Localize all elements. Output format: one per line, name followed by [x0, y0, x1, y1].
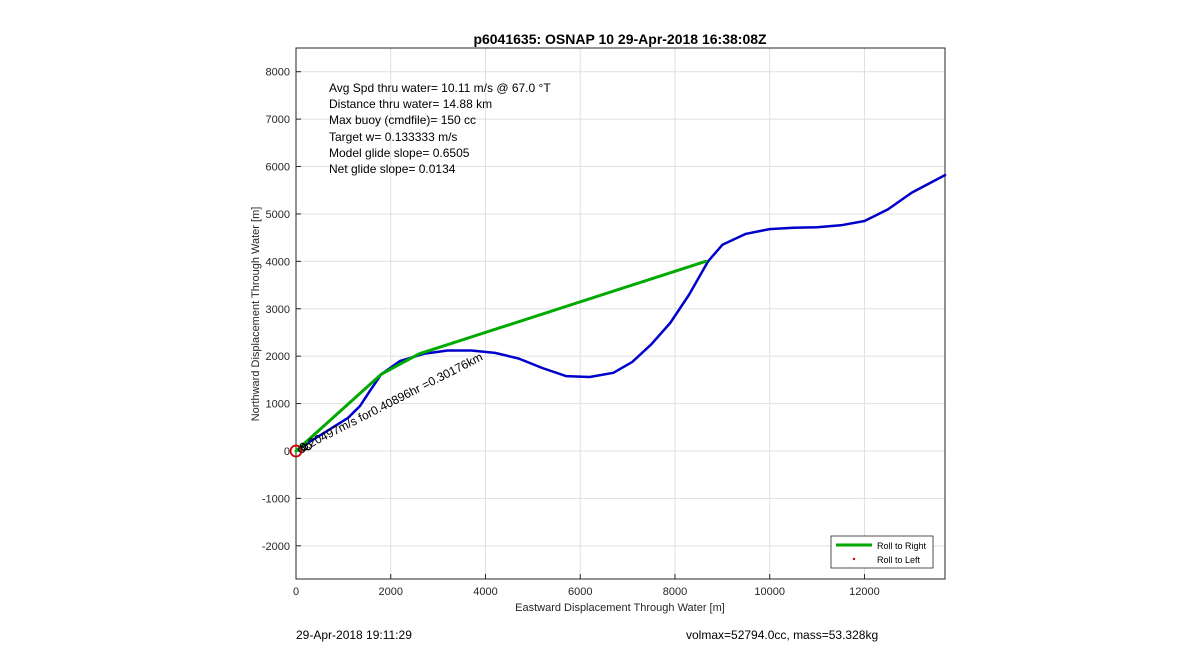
footer-summary: volmax=52794.0cc, mass=53.328kg [686, 628, 879, 642]
y-tick-label: 6000 [266, 162, 290, 174]
track-line [294, 173, 947, 453]
footer-timestamp: 29-Apr-2018 19:11:29 [296, 628, 412, 642]
legend-label: Roll to Left [877, 555, 921, 565]
y-tick-label: 2000 [266, 351, 290, 363]
start-marker [289, 444, 303, 458]
x-tick-label: 12000 [849, 586, 880, 598]
legend-marker-roll-left [852, 557, 856, 561]
dive-marker [300, 443, 309, 451]
x-axis-label: Eastward Displacement Through Water [m] [515, 602, 725, 614]
legend-label: Roll to Right [877, 541, 927, 551]
y-tick-label: 4000 [266, 256, 290, 268]
legend-box [830, 535, 934, 569]
y-axis-label: Northward Displacement Through Water [m] [250, 207, 262, 422]
chart-title: p6041635: OSNAP 10 29-Apr-2018 16:38:08Z [473, 31, 767, 47]
y-tick-label: -1000 [262, 493, 290, 505]
x-tick-label: 0 [293, 586, 299, 598]
stat-line: Avg Spd thru water= 10.11 m/s @ 67.0 °T [329, 81, 551, 95]
plot-frame [295, 47, 946, 580]
markers [289, 443, 312, 458]
axis-ticks: 0 2000 4000 6000 8000 10000 12000 -2000 -1000 0 10… [262, 67, 880, 598]
stat-line: Distance thru water= 14.88 km [329, 97, 492, 111]
legend: Roll to Right Roll to Left [830, 535, 934, 569]
stat-line: Net glide slope= 0.0134 [329, 162, 456, 176]
x-tick-label: 10000 [754, 586, 785, 598]
y-tick-label: 8000 [266, 67, 290, 79]
grid [295, 48, 945, 579]
series [294, 173, 947, 453]
y-tick-label: -2000 [262, 541, 290, 553]
roll-right-line [294, 259, 708, 453]
x-tick-label: 4000 [473, 586, 497, 598]
stats-annotation: Avg Spd thru water= 10.11 m/s @ 67.0 °T … [329, 81, 551, 176]
x-tick-label: 6000 [568, 586, 592, 598]
y-tick-label: 7000 [266, 114, 290, 126]
stat-line: Target w= 0.133333 m/s [329, 130, 457, 144]
stat-line: Model glide slope= 0.6505 [329, 146, 470, 160]
stat-line: Max buoy (cmdfile)= 150 cc [329, 113, 476, 127]
dive-marker [304, 443, 312, 451]
y-tick-label: 0 [284, 446, 290, 458]
y-tick-label: 3000 [266, 304, 290, 316]
x-tick-label: 2000 [379, 586, 403, 598]
y-tick-label: 1000 [266, 399, 290, 411]
y-tick-label: 5000 [266, 209, 290, 221]
x-tick-label: 8000 [663, 586, 687, 598]
